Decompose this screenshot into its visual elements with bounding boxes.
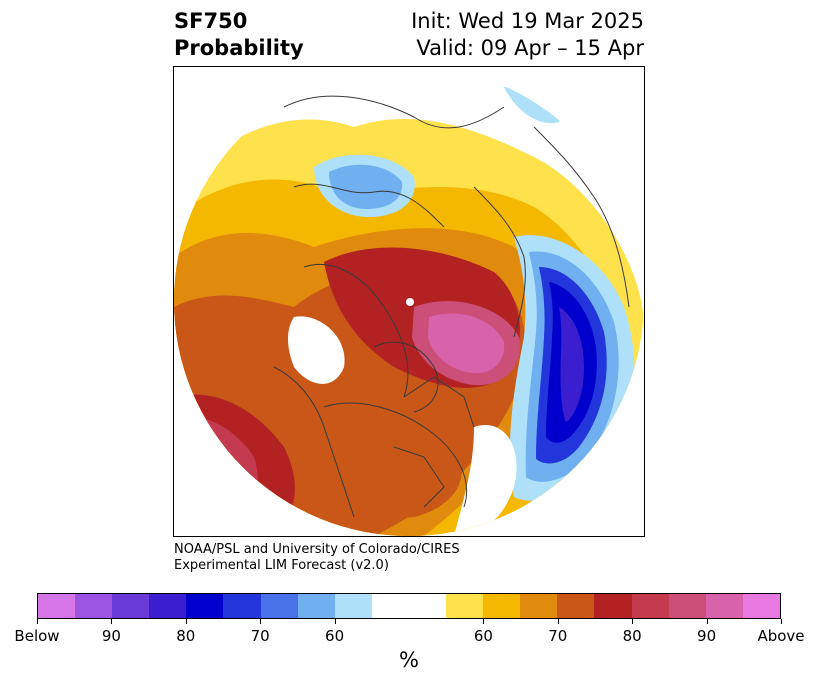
colorbar-tick-label: 70 [548,627,568,645]
colorbar-tick-mark [335,619,336,624]
colorbar-segment [334,594,372,618]
probability-field [174,67,644,536]
colorbar-tick-mark [37,619,38,624]
colorbar-tick-mark [260,619,261,624]
colorbar-segment [631,594,669,618]
colorbar-segment [223,594,261,618]
colorbar-segment [446,594,484,618]
colorbar-segment [297,594,335,618]
map-panel [173,66,645,537]
credit-text: NOAA/PSL and University of Colorado/CIRE… [174,542,460,574]
coastlines [273,95,630,518]
colorbar-tick-label: 60 [473,627,493,645]
colorbar-segment [75,594,113,618]
colorbar-tick-mark [781,619,782,624]
colorbar-units: % [399,648,419,672]
colorbar-segment [112,594,150,618]
colorbar-tick-mark [632,619,633,624]
colorbar-segment [149,594,187,618]
colorbar-tick-mark [707,619,708,624]
colorbar-tick-label: 70 [250,627,270,645]
colorbar-tick-label: Above [757,627,805,645]
colorbar-tick-mark [483,619,484,624]
colorbar-segment [594,594,632,618]
colorbar-tick-mark [186,619,187,624]
colorbar-tick-label: Below [14,627,60,645]
colorbar-segment [705,594,743,618]
plot-title: SF750 Probability [174,8,304,62]
colorbar-segment [483,594,521,618]
polar-map [174,67,644,536]
colorbar-tick-label: 60 [325,627,345,645]
forecast-dates: Init: Wed 19 Mar 2025 Valid: 09 Apr – 15… [411,8,644,62]
colorbar-tick-mark [111,619,112,624]
colorbar-segment [371,594,409,618]
colorbar [37,593,781,619]
colorbar-segment [742,594,780,618]
colorbar-segment [557,594,595,618]
credit-line-2: Experimental LIM Forecast (v2.0) [174,558,389,573]
variable-name: SF750 [174,9,248,33]
variable-subtitle: Probability [174,36,304,60]
colorbar-tick-label: 90 [697,627,717,645]
init-date: Init: Wed 19 Mar 2025 [411,9,644,33]
colorbar-tick-mark [558,619,559,624]
colorbar-tick-label: 90 [101,627,121,645]
credit-line-1: NOAA/PSL and University of Colorado/CIRE… [174,542,460,557]
colorbar-tick-label: 80 [622,627,642,645]
colorbar-segment [260,594,298,618]
colorbar-segment [668,594,706,618]
colorbar-tick-label: 80 [176,627,196,645]
colorbar-segment [408,594,447,618]
colorbar-segment [186,594,224,618]
colorbar-segment [38,594,76,618]
valid-date: Valid: 09 Apr – 15 Apr [416,36,644,60]
colorbar-segment [520,594,558,618]
